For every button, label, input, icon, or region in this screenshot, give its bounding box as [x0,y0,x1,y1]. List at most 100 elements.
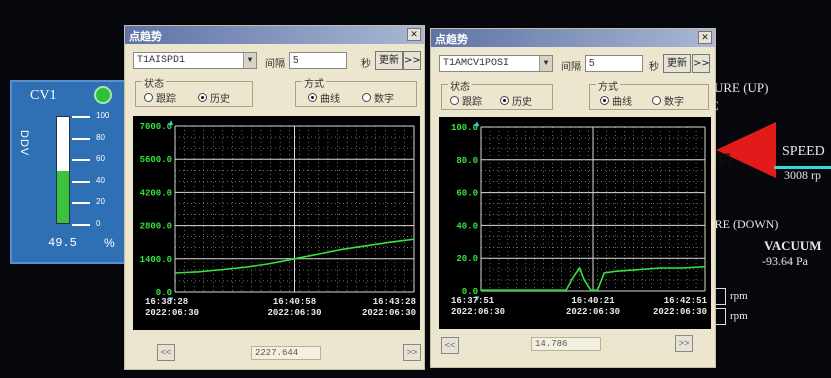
axis-up-arrow-icon: ▲ [167,118,175,127]
y-tick-label: 100.0 [451,123,478,133]
state-group-title: 状态 [142,75,166,90]
cv1-value: 49.5 [48,236,77,250]
radio-history-label: 历史 [210,94,230,105]
radio-digital[interactable]: 数字 [652,93,684,108]
cursor-value-field: 2227.644 [251,346,321,360]
trend-window-1: 点趋势 ✕ T1AISPD1 ▼ 间隔 5 秒 更新 >> 状态 跟踪 历史 方… [124,25,425,370]
state-group: 状态 跟踪 历史 [135,75,253,107]
scale-tick [72,202,90,205]
x-tick-date: 2022:06:30 [362,308,416,318]
cursor-value-field: 14.786 [531,337,601,351]
mode-group: 方式 曲线 数字 [295,75,417,107]
rpm-unit-1: rpm [730,290,748,302]
ture-down-label: URE (DOWN) [706,217,779,231]
radio-digital-dot [652,96,661,105]
window-titlebar[interactable]: 点趋势 ✕ [431,29,715,47]
y-tick-label: 60.0 [456,189,478,199]
speed-underline [774,166,831,169]
sec-label: 秒 [361,59,371,70]
y-tick-label: 80.0 [456,156,478,166]
radio-digital[interactable]: 数字 [362,90,394,105]
radio-curve[interactable]: 曲线 [600,93,632,108]
scale-tick [72,224,90,226]
axis-up-arrow-icon: ▲ [473,119,481,128]
interval-label: 间隔 [561,62,581,73]
window-title: 点趋势 [129,30,162,43]
radio-curve-label: 曲线 [612,97,632,108]
cv1-panel: CV1 DDV 100 80 60 40 20 0 49.5 % [10,80,130,264]
close-icon[interactable]: ✕ [407,28,421,41]
x-tick-time: 16:40:21 [571,296,615,306]
chevron-down-icon[interactable]: ▼ [539,56,552,71]
state-group: 状态 跟踪 历史 [441,78,553,110]
expand-button[interactable]: >> [403,51,421,70]
prev-button[interactable]: << [441,337,459,354]
tag-select[interactable]: T1AISPD1 ▼ [133,52,257,69]
trend-window-2: 点趋势 ✕ T1AMCV1POSI ▼ 间隔 5 秒 更新 >> 状态 跟踪 历… [430,28,716,368]
radio-history-dot [500,96,509,105]
refresh-button[interactable]: 更新 [663,54,691,73]
radio-track[interactable]: 跟踪 [144,90,176,105]
mode-group-title: 方式 [596,78,620,93]
y-tick-label: 7000.0 [140,122,172,132]
x-tick-date: 2022:06:30 [451,307,505,317]
ddv-label: DDV [18,130,30,157]
x-tick-date: 2022:06:30 [267,308,321,318]
trend-chart[interactable]: 100.0 80.0 60.0 40.0 20.0 0.0 ▲ ▼ 16:37:51 2022:0… [439,117,711,329]
interval-input[interactable]: 5 [585,55,643,72]
scale-tick-label: 80 [96,132,105,142]
sec-label: 秒 [649,62,659,73]
radio-track-label: 跟踪 [156,94,176,105]
radio-track-dot [450,96,459,105]
scale-tick [72,159,90,162]
radio-digital-dot [362,93,371,102]
x-tick-time: 16:40:58 [273,297,316,307]
scale-tick [72,116,90,118]
radio-history[interactable]: 历史 [198,90,230,105]
next-button[interactable]: >> [675,335,693,352]
expand-button[interactable]: >> [692,54,710,73]
radio-history-label: 历史 [512,97,532,108]
radio-track[interactable]: 跟踪 [450,93,482,108]
radio-curve[interactable]: 曲线 [308,90,340,105]
y-tick-label: 0.0 [156,288,172,298]
refresh-button[interactable]: 更新 [375,51,403,70]
series-line [174,238,415,274]
trend-chart[interactable]: 7000.0 5600.0 4200.0 2800.0 1400.0 0.0 ▲ ▼ 16:38… [133,116,420,330]
trend-chart-svg: 100.080.060.040.020.00.0▲▼16:37:512022:0… [451,119,708,317]
radio-history[interactable]: 历史 [500,93,532,108]
scale-tick-label: 40 [96,175,105,185]
state-group-title: 状态 [448,78,472,93]
close-icon[interactable]: ✕ [698,31,712,44]
trend-chart-svg: 7000.0 5600.0 4200.0 2800.0 1400.0 0.0 ▲ ▼16:38… [140,118,416,318]
scale-tick-label: 20 [96,197,105,207]
x-tick-date: 2022:06:30 [145,308,199,318]
window-titlebar[interactable]: 点趋势 ✕ [125,26,424,44]
vacuum-value: -93.64 Pa [762,254,808,268]
x-tick-date: 2022:06:30 [566,307,620,317]
y-tick-label: 0.0 [462,287,478,297]
tag-select-value: T1AISPD1 [137,55,186,66]
cv1-level-bar [56,116,70,224]
window-title: 点趋势 [435,33,468,46]
radio-curve-label: 曲线 [320,94,340,105]
scale-tick [72,180,90,183]
interval-label: 间隔 [265,59,285,70]
vacuum-label: VACUUM [764,238,822,253]
scale-tick-label: 0 [96,219,101,228]
radio-digital-label: 数字 [374,94,394,105]
y-tick-label: 20.0 [456,254,478,264]
interval-input[interactable]: 5 [289,52,347,69]
axis-down-arrow-icon: ▼ [473,294,481,303]
next-button[interactable]: >> [403,344,421,361]
prev-button[interactable]: << [157,344,175,361]
chevron-down-icon[interactable]: ▼ [243,53,256,68]
y-tick-label: 5600.0 [140,155,172,165]
speed-value: 3008 rp [784,168,821,182]
y-tick-label: 4200.0 [140,188,172,198]
y-tick-label: 2800.0 [140,222,172,232]
cv1-scale: 100 80 60 40 20 0 [72,111,122,228]
tag-select[interactable]: T1AMCV1POSI ▼ [439,55,553,72]
radio-curve-dot [600,96,609,105]
status-indicator-icon[interactable] [94,86,112,104]
